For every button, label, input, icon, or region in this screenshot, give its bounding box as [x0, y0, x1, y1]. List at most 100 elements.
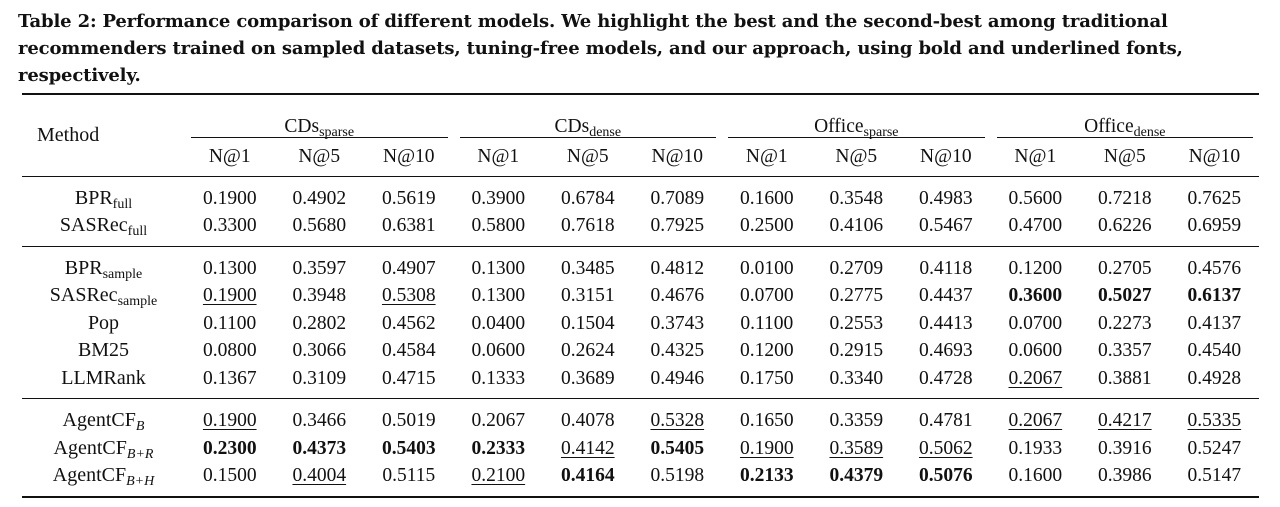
metric-value: 0.6784: [560, 187, 615, 209]
metric-value: 0.2273: [1098, 312, 1152, 334]
value-cell: 0.3589: [812, 435, 902, 463]
metric-header: N@10: [651, 145, 704, 167]
group-sub: dense: [589, 125, 622, 140]
metric-value: 0.4217: [1098, 410, 1152, 431]
metric-value: 0.3340: [829, 367, 884, 389]
metric-value: 0.5328: [650, 410, 705, 431]
metric-value: 0.5308: [381, 285, 436, 306]
metric-value: 0.2100: [471, 465, 526, 486]
value-cell: 0.1100: [722, 310, 812, 338]
value-cell: 0.5198: [632, 462, 723, 498]
method-name: BM25: [77, 339, 130, 361]
metric-header: N@5: [1103, 145, 1146, 167]
value-cell: 0.0400: [454, 310, 544, 338]
metric-value: 0.1100: [740, 312, 794, 334]
method-cell: BM25: [22, 337, 185, 365]
group-header-cds-dense: CDsdense: [453, 93, 723, 140]
value-cell: 0.3900: [453, 175, 544, 212]
metric-value: 0.1367: [202, 367, 257, 389]
value-cell: 0.7925: [633, 212, 723, 246]
metric-value: 0.4118: [919, 257, 973, 279]
metric-value: 0.2709: [829, 257, 884, 279]
method-subscript: sample: [102, 266, 143, 282]
value-cell: 0.4106: [812, 212, 902, 246]
metric-value: 0.4540: [1187, 340, 1242, 361]
metric-value: 0.3948: [292, 285, 347, 306]
metric-value: 0.0100: [739, 257, 794, 279]
method-name: AgentCF: [53, 436, 127, 459]
metric-value: 0.7625: [1187, 187, 1242, 209]
value-cell: 0.1600: [990, 462, 1081, 498]
value-cell: 0.2915: [812, 337, 902, 365]
value-cell: 0.4540: [1170, 337, 1260, 365]
method-subscript: sample: [117, 294, 158, 309]
value-cell: 0.2705: [1080, 245, 1170, 282]
value-cell: 0.0600: [991, 337, 1081, 365]
value-cell: 0.2553: [812, 310, 902, 338]
method-name: LLMRank: [61, 366, 146, 389]
metric-value: 0.5600: [1008, 187, 1063, 209]
method-cell: LLMRank: [22, 365, 185, 399]
metric-value: 0.0400: [471, 312, 526, 334]
method-subscript: B+H: [126, 474, 155, 489]
table-block-agentcf: AgentCFB 0.1900 0.3466 0.5019 0.2067 0.4078 0.…: [22, 398, 1260, 498]
metric-value: 0.3600: [1008, 285, 1063, 306]
value-cell: 0.1367: [185, 365, 275, 399]
value-cell: 0.3357: [1080, 337, 1170, 365]
metric-value: 0.1650: [739, 410, 794, 431]
metric-value: 0.4700: [1008, 215, 1063, 236]
value-cell: 0.5405: [633, 435, 723, 463]
value-cell: 0.4137: [1170, 310, 1260, 338]
value-cell: 0.0600: [454, 337, 544, 365]
method-subscript: full: [127, 224, 148, 239]
value-cell: 0.1100: [185, 310, 275, 338]
metric-value: 0.1900: [739, 437, 794, 459]
value-cell: 0.4728: [901, 365, 991, 399]
metric-value: 0.3357: [1098, 340, 1152, 361]
metric-value: 0.2067: [1008, 367, 1063, 389]
metric-value: 0.3597: [292, 257, 347, 279]
metric-value: 0.4983: [919, 187, 973, 209]
metric-header: N@1: [745, 145, 788, 167]
table-row: BM25 0.0800 0.3066 0.4584 0.0600 0.2624 0.4325…: [22, 337, 1259, 365]
table-row: LLMRank 0.1367 0.3109 0.4715 0.1333 0.3689 0.4…: [22, 365, 1259, 399]
method-cell: Pop: [22, 310, 185, 338]
value-cell: 0.3600: [991, 282, 1081, 310]
metric-header-row: N@1 N@5 N@10 N@1 N@5 N@10 N@1 N@5 N@10 N@1 N@5 N@10: [22, 138, 1259, 176]
method-cell: SASRecsample: [22, 282, 185, 310]
metric-header: N@10: [1188, 145, 1241, 167]
value-cell: 0.5062: [901, 435, 991, 463]
value-cell: 0.5027: [1080, 282, 1170, 310]
metric-value: 0.3589: [829, 437, 884, 459]
value-cell: 0.3340: [812, 365, 902, 399]
metric-value: 0.2915: [829, 340, 884, 361]
value-cell: 0.5335: [1169, 398, 1260, 435]
metric-value: 0.1300: [202, 257, 257, 279]
metric-value: 0.4137: [1187, 312, 1242, 334]
method-cell: BPRsample: [22, 245, 185, 282]
value-cell: 0.2333: [454, 435, 544, 463]
metric-value: 0.3359: [829, 410, 884, 431]
method-name: BPR: [74, 186, 113, 209]
value-cell: 0.4928: [1170, 365, 1260, 399]
value-cell: 0.1900: [722, 435, 812, 463]
table-row: SASRecfull 0.3300 0.5680 0.6381 0.5800 0.7618…: [22, 212, 1259, 246]
metric-value: 0.5115: [382, 465, 436, 486]
value-cell: 0.5600: [990, 175, 1081, 212]
metric-value: 0.4379: [829, 465, 884, 486]
value-cell: 0.1300: [453, 245, 544, 282]
value-cell: 0.7618: [543, 212, 633, 246]
value-cell: 0.1333: [454, 365, 544, 399]
value-cell: 0.4562: [364, 310, 454, 338]
metric-value: 0.4946: [650, 367, 705, 389]
value-cell: 0.3948: [275, 282, 365, 310]
metric-header: N@5: [298, 145, 341, 167]
method-name: Pop: [87, 311, 120, 334]
table-row: AgentCFB+H 0.1500 0.4004 0.5115 0.2100 0.4164…: [22, 462, 1260, 498]
metric-value: 0.4106: [829, 215, 884, 236]
value-cell: 0.3548: [811, 175, 902, 212]
value-cell: 0.6784: [543, 175, 633, 212]
metric-value: 0.0700: [739, 285, 794, 306]
metric-value: 0.2067: [471, 410, 526, 431]
metric-value: 0.4164: [560, 465, 615, 486]
